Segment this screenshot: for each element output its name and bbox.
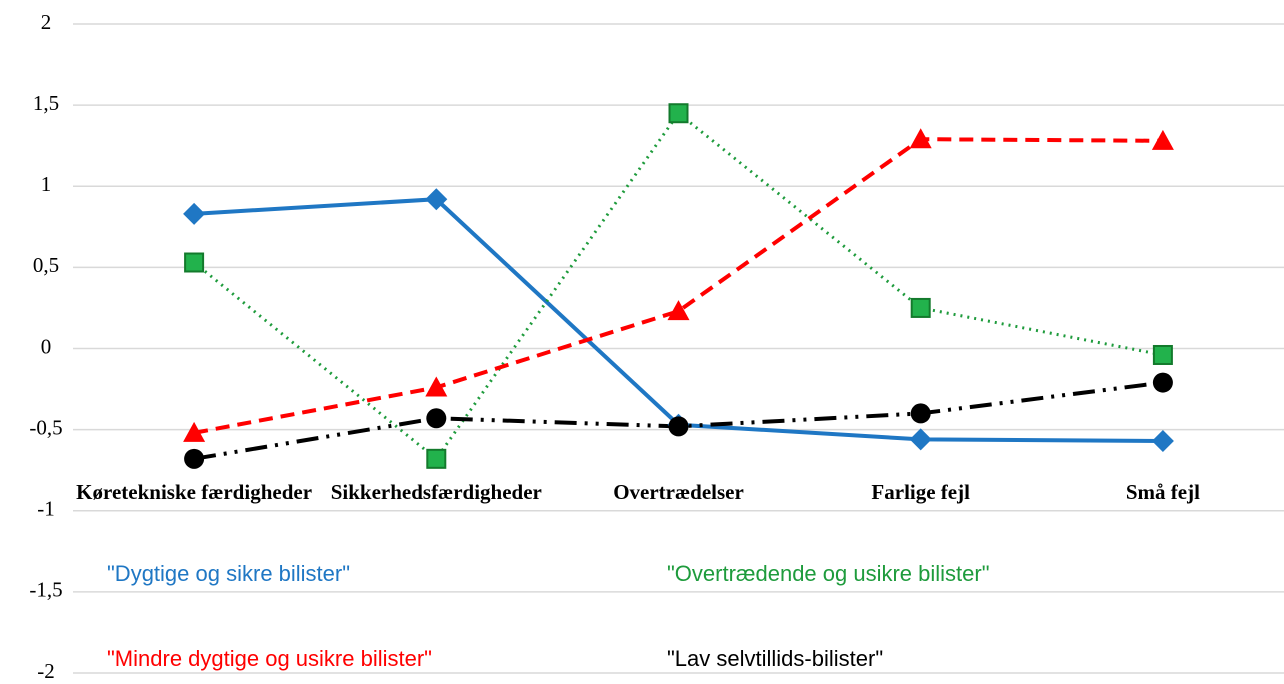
series-line: [193, 111, 1164, 462]
y-tick-label: -1: [37, 497, 55, 521]
x-tick-label: Farlige fejl: [871, 480, 970, 504]
y-tick-label: 0,5: [33, 253, 59, 277]
marker: [910, 403, 931, 424]
x-tick-label: Sikkerhedsfærdigheder: [331, 480, 542, 504]
x-tick-label: Små fejl: [1126, 480, 1200, 504]
marker: [183, 202, 206, 225]
marker: [1151, 129, 1174, 150]
marker: [1152, 372, 1173, 393]
marker: [1151, 429, 1174, 452]
marker: [184, 448, 205, 469]
marker: [425, 376, 448, 397]
marker: [668, 416, 689, 437]
marker: [183, 421, 206, 442]
marker: [667, 300, 690, 321]
marker: [1152, 344, 1173, 365]
x-tick-label: Køretekniske færdigheder: [76, 480, 312, 504]
marker: [426, 408, 447, 429]
series-line: [193, 137, 1163, 435]
marker: [425, 188, 448, 211]
x-tick-label: Overtrædelser: [613, 480, 744, 504]
y-tick-label: -1,5: [29, 578, 62, 602]
y-tick-label: -2: [37, 659, 55, 683]
y-tick-label: 0: [41, 334, 52, 358]
marker: [910, 297, 931, 318]
y-tick-label: 1: [41, 172, 52, 196]
y-tick-label: 2: [41, 10, 52, 34]
legend-label: "Mindre dygtige og usikre bilister": [107, 646, 432, 671]
marker: [426, 448, 447, 469]
legend-label: "Overtrædende og usikre bilister": [667, 561, 990, 586]
y-tick-label: -0,5: [29, 415, 62, 439]
marker: [909, 128, 932, 149]
y-tick-label: 1,5: [33, 91, 59, 115]
marker: [909, 428, 932, 451]
marker: [184, 252, 205, 273]
marker: [668, 103, 689, 124]
legend-label: "Lav selvtillids-bilister": [667, 646, 883, 671]
legend-label: "Dygtige og sikre bilister": [107, 561, 350, 586]
